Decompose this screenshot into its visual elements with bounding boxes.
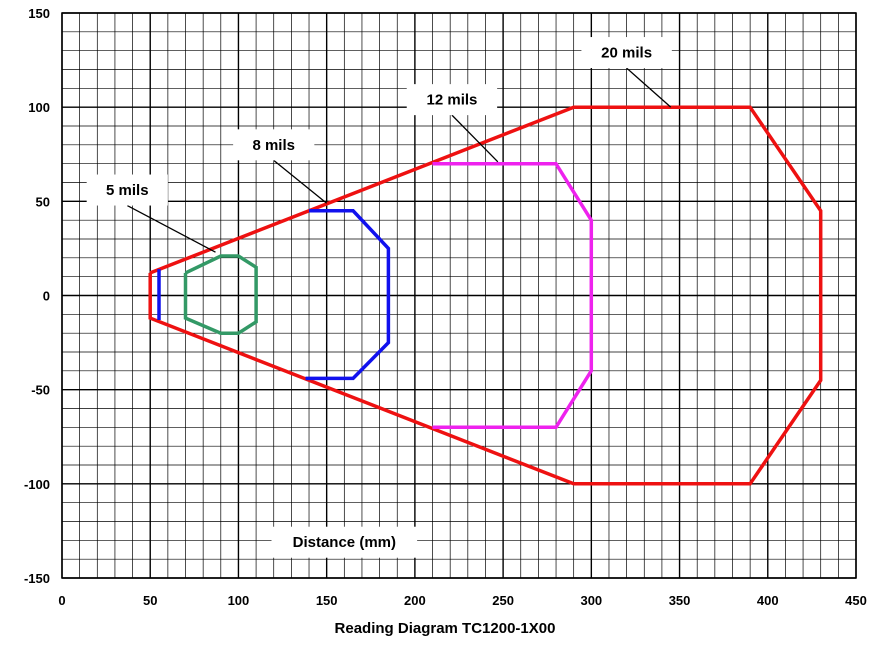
y-tick-label: -150 xyxy=(24,571,50,586)
series-label: 8 mils xyxy=(252,137,295,154)
chart-title: Reading Diagram TC1200-1X00 xyxy=(334,620,556,637)
label-box xyxy=(581,37,672,69)
x-tick-label: 200 xyxy=(404,593,426,608)
label-box xyxy=(271,526,418,558)
label-box xyxy=(233,129,315,161)
x-tick-label: 450 xyxy=(845,593,867,608)
y-tick-label: 150 xyxy=(28,6,50,21)
y-tick-label: 100 xyxy=(28,100,50,115)
tick-labels: 0 50 100 150 200 250 300 350 400 450 150 100 50 0 -50 -… xyxy=(24,6,867,608)
x-tick-label: 250 xyxy=(492,593,514,608)
series-line-2 xyxy=(432,161,594,430)
series-label: 20 mils xyxy=(601,45,652,62)
x-tick-label: 0 xyxy=(58,593,65,608)
x-tick-label: 400 xyxy=(757,593,779,608)
series-line-1 xyxy=(148,105,823,486)
x-tick-label: 100 xyxy=(228,593,250,608)
y-tick-label: -100 xyxy=(24,477,50,492)
x-tick-label: 300 xyxy=(580,593,602,608)
label-box xyxy=(406,84,498,116)
y-tick-label: 50 xyxy=(36,194,50,209)
series-line-5 xyxy=(183,254,258,335)
label-leader-line xyxy=(126,204,216,253)
series-label: 12 mils xyxy=(427,92,478,109)
series-label: Distance (mm) xyxy=(293,534,396,551)
label-box xyxy=(86,174,168,206)
label-leader-line xyxy=(273,159,328,204)
label-layer: 20 mils 12 mils 8 mils 5 mils Distance (mm) xyxy=(86,37,672,558)
x-tick-label: 150 xyxy=(316,593,338,608)
x-tick-label: 50 xyxy=(143,593,157,608)
x-tick-label: 350 xyxy=(669,593,691,608)
y-tick-label: -50 xyxy=(31,383,50,398)
y-tick-label: 0 xyxy=(43,289,50,304)
series-label: 5 mils xyxy=(106,182,149,199)
series-layer xyxy=(148,105,823,486)
label-leader-line xyxy=(451,114,499,163)
series-line-3 xyxy=(305,209,391,381)
plot-frame xyxy=(61,12,857,579)
label-leader-line xyxy=(626,67,672,108)
